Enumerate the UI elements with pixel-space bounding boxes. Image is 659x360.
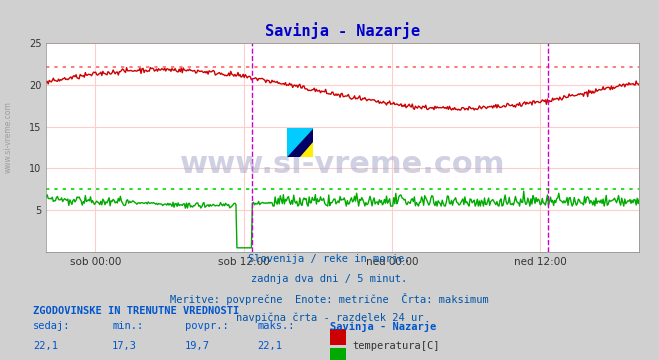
Text: temperatura[C]: temperatura[C] [353, 341, 440, 351]
Polygon shape [287, 128, 313, 157]
Text: www.si-vreme.com: www.si-vreme.com [3, 101, 13, 173]
Polygon shape [287, 128, 313, 157]
FancyBboxPatch shape [330, 348, 346, 360]
Text: Savinja - Nazarje: Savinja - Nazarje [330, 321, 436, 332]
Text: 22,1: 22,1 [257, 341, 282, 351]
Text: maks.:: maks.: [257, 321, 295, 331]
Bar [287, 128, 300, 142]
Bar [287, 142, 300, 157]
Text: Slovenija / reke in morje.: Slovenija / reke in morje. [248, 254, 411, 264]
Title: Savinja - Nazarje: Savinja - Nazarje [265, 22, 420, 39]
Bar [300, 128, 313, 142]
Text: povpr.:: povpr.: [185, 321, 228, 331]
Text: Meritve: povprečne  Enote: metrične  Črta: maksimum: Meritve: povprečne Enote: metrične Črta:… [170, 293, 489, 305]
FancyBboxPatch shape [330, 329, 346, 345]
Text: www.si-vreme.com: www.si-vreme.com [180, 150, 505, 179]
Text: 19,7: 19,7 [185, 341, 210, 351]
Text: ZGODOVINSKE IN TRENUTNE VREDNOSTI: ZGODOVINSKE IN TRENUTNE VREDNOSTI [33, 306, 239, 316]
Text: navpična črta - razdelek 24 ur: navpična črta - razdelek 24 ur [236, 312, 423, 323]
Text: 17,3: 17,3 [112, 341, 137, 351]
Bar [300, 142, 313, 157]
Text: 22,1: 22,1 [33, 341, 58, 351]
Polygon shape [300, 142, 313, 157]
Text: min.:: min.: [112, 321, 143, 331]
Text: sedaj:: sedaj: [33, 321, 71, 331]
Text: zadnja dva dni / 5 minut.: zadnja dva dni / 5 minut. [251, 274, 408, 284]
